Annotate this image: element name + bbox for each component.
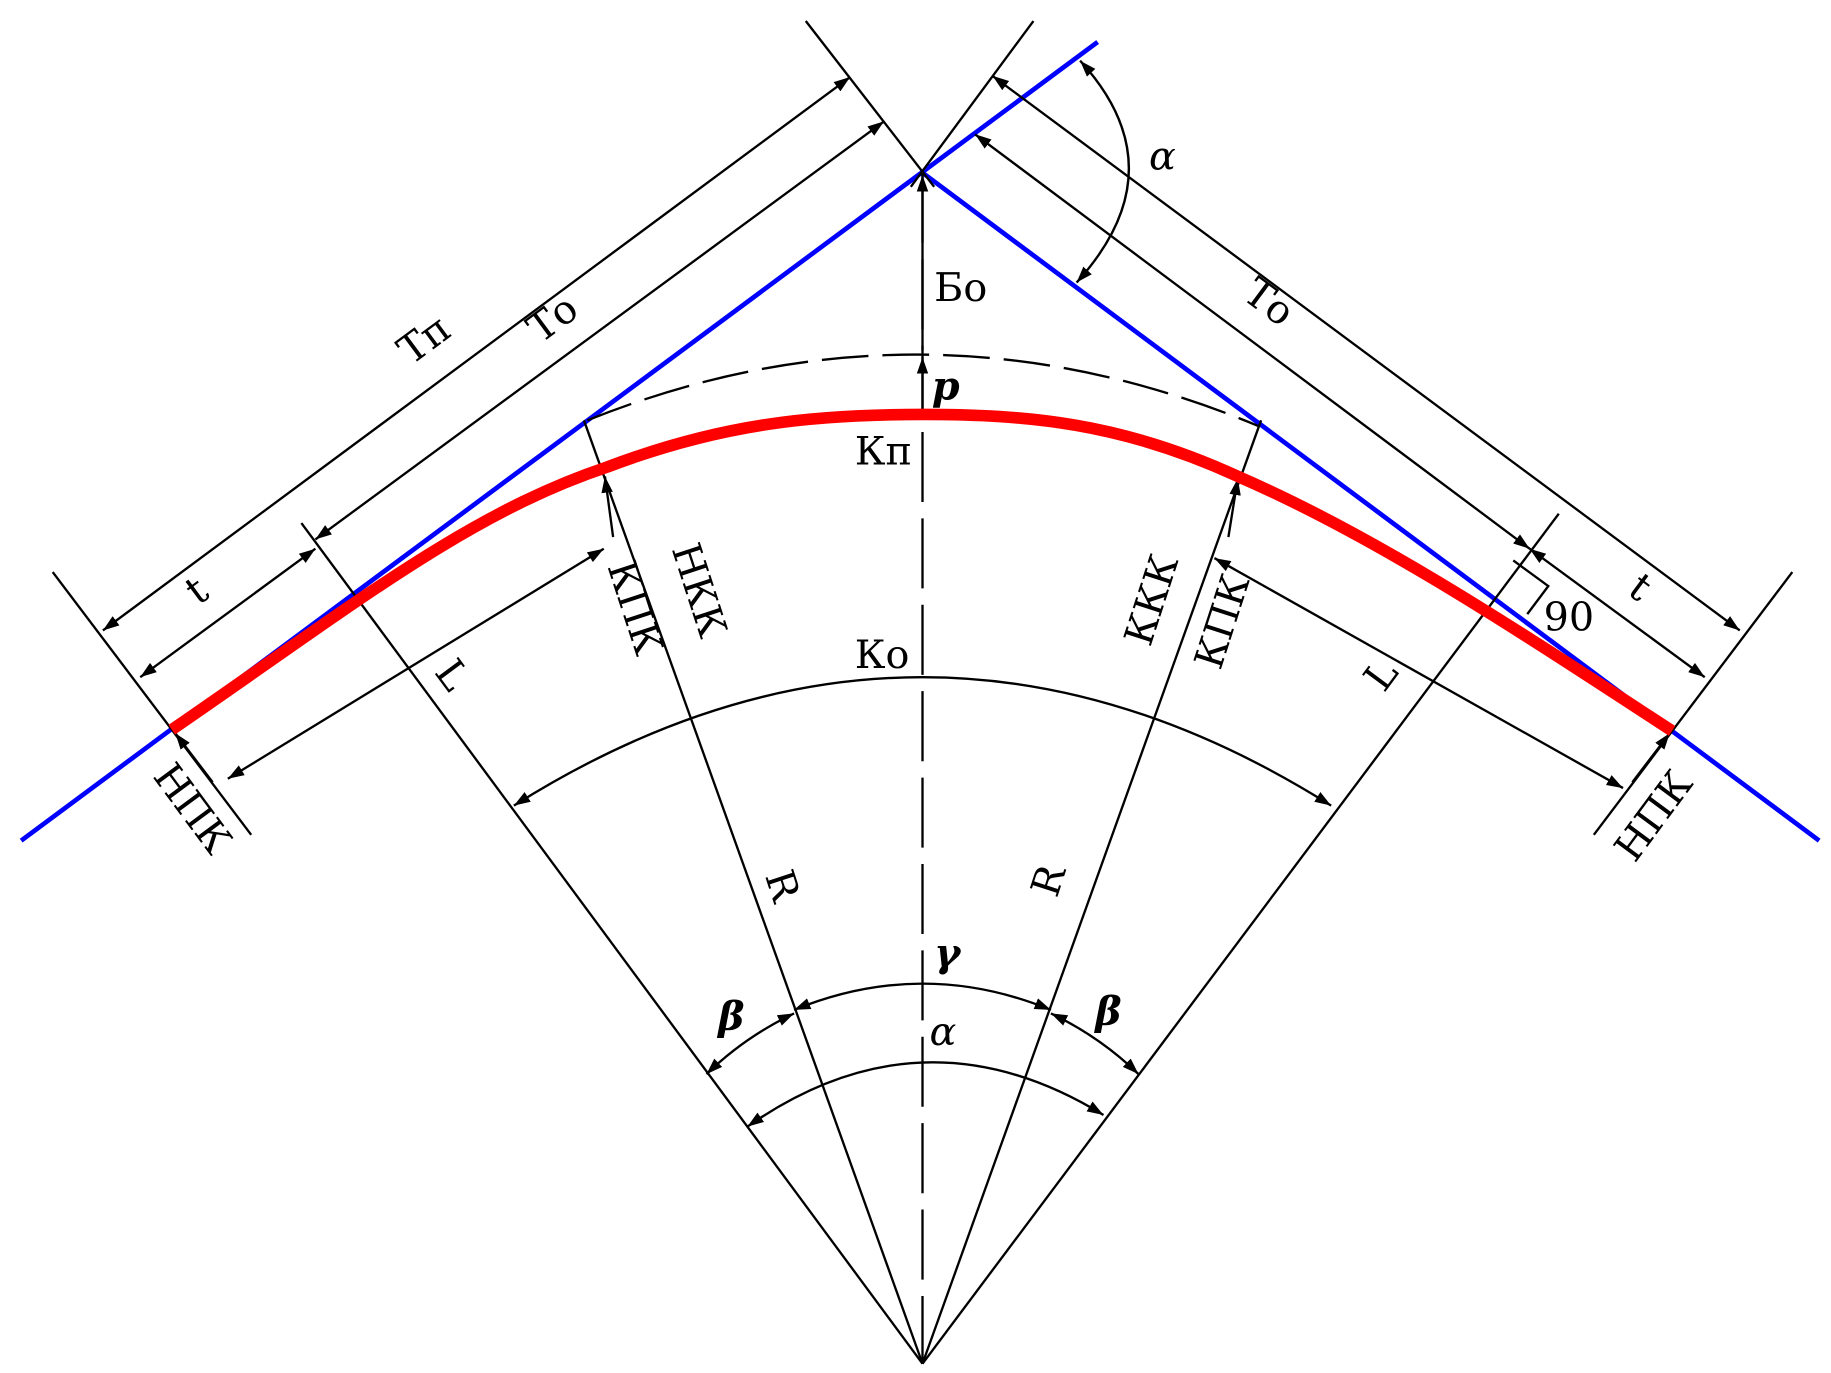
label-kkk: ККК: [1116, 549, 1188, 651]
arc-gamma: [793, 982, 1052, 1011]
label-rho: р: [932, 363, 960, 409]
label-l-left: L: [426, 651, 479, 700]
dim-npk-left-arrow: [174, 732, 214, 783]
radius-left-outer: [300, 522, 924, 1365]
label-right-angle: 90: [1544, 594, 1595, 640]
label-npk-right: НПК: [1606, 762, 1703, 870]
dim-kpk-right-arrow: [1227, 478, 1241, 538]
dim-to-right-outer: [991, 74, 1741, 632]
vertex-perpendicular-right: [909, 20, 1035, 188]
right-angle-mark: [1512, 559, 1550, 615]
arc-alpha-bottom: [746, 1061, 1105, 1128]
label-npk-left: НПК: [144, 755, 241, 863]
label-to-right: То: [1235, 269, 1303, 336]
npk-right-perpendicular: [1592, 571, 1794, 836]
label-t-left: t: [177, 568, 217, 614]
label-t-right: t: [1620, 564, 1660, 610]
right-tangent-line: [921, 170, 1821, 843]
dim-l-left: [227, 547, 605, 780]
arc-alpha-top: [1075, 59, 1130, 284]
label-alpha-top: α: [1149, 133, 1176, 179]
dim-t-left: [139, 547, 317, 679]
label-tp: Тп: [389, 306, 459, 374]
dim-kpk-left-arrow: [601, 476, 615, 538]
label-kp: Кп: [855, 429, 912, 475]
dim-to-left: [314, 120, 885, 541]
label-nkk: НКК: [662, 538, 736, 644]
label-r-right: R: [1023, 858, 1076, 902]
dim-l-right: [1213, 557, 1624, 790]
label-r-left: R: [755, 865, 808, 909]
radius-right-outer: [921, 513, 1560, 1365]
transition-curve: [168, 408, 1676, 736]
arc-ko: [513, 676, 1332, 807]
dim-npk-right-arrow: [1631, 732, 1671, 783]
label-gamma: γ: [934, 931, 962, 977]
npk-left-perpendicular: [51, 571, 253, 836]
label-alpha-bottom: α: [930, 1009, 957, 1055]
arc-beta-right: [1050, 1012, 1140, 1075]
label-kpk-left: КПК: [598, 555, 672, 661]
dim-tp-left: [102, 76, 851, 632]
label-l-right: L: [1355, 651, 1408, 700]
label-kpk-right: КПК: [1186, 569, 1260, 675]
label-ko: Ко: [855, 632, 910, 678]
arc-beta-left: [705, 1012, 795, 1075]
label-to-left: То: [519, 285, 587, 352]
label-beta-right: β: [1093, 989, 1121, 1035]
radius-right-kkk: [921, 419, 1263, 1365]
dim-to-right: [974, 133, 1531, 550]
label-bo: Бо: [934, 265, 987, 311]
label-beta-left: β: [716, 994, 744, 1040]
vertex-perpendicular-left: [804, 20, 936, 188]
